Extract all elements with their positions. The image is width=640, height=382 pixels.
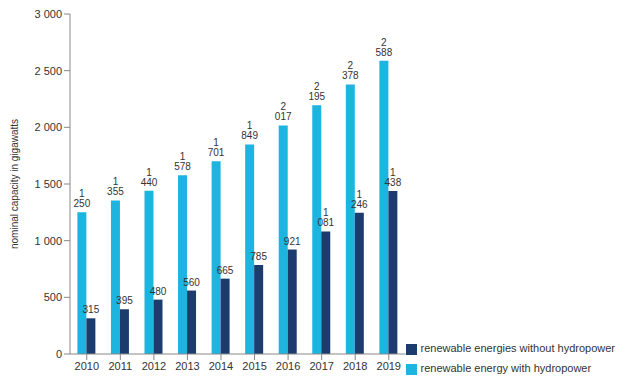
svg-text:2011: 2011 <box>109 360 133 372</box>
svg-text:3 000: 3 000 <box>34 8 62 20</box>
svg-text:2010: 2010 <box>75 360 99 372</box>
svg-text:785: 785 <box>250 251 267 262</box>
svg-text:0: 0 <box>56 348 62 360</box>
svg-text:560: 560 <box>183 277 200 288</box>
svg-text:1081: 1081 <box>317 207 334 228</box>
svg-text:2013: 2013 <box>175 360 199 372</box>
svg-text:1355: 1355 <box>107 176 124 197</box>
svg-text:1701: 1701 <box>208 137 225 158</box>
svg-text:2017: 2017 <box>275 101 292 122</box>
svg-text:2378: 2378 <box>342 60 359 81</box>
svg-text:nominal capacity in gigawatts: nominal capacity in gigawatts <box>9 119 20 249</box>
svg-text:500: 500 <box>44 291 62 303</box>
svg-text:2012: 2012 <box>142 360 166 372</box>
svg-text:1438: 1438 <box>385 167 402 188</box>
svg-text:665: 665 <box>217 265 234 276</box>
svg-text:2015: 2015 <box>242 360 266 372</box>
svg-text:2016: 2016 <box>276 360 300 372</box>
svg-text:2195: 2195 <box>308 81 325 102</box>
svg-text:480: 480 <box>150 286 167 297</box>
html-text:renewable energies without hyd: renewable energies without hydropower <box>420 342 615 354</box>
svg-text:1 000: 1 000 <box>34 235 62 247</box>
svg-text:2014: 2014 <box>209 360 233 372</box>
svg-text:1849: 1849 <box>241 120 258 141</box>
svg-text:2019: 2019 <box>377 360 401 372</box>
svg-text:315: 315 <box>83 304 100 315</box>
svg-text:2017: 2017 <box>309 360 333 372</box>
svg-text:2 000: 2 000 <box>34 121 62 133</box>
svg-text:395: 395 <box>116 295 133 306</box>
svg-text:921: 921 <box>284 236 301 247</box>
svg-text:2018: 2018 <box>343 360 367 372</box>
svg-text:1 500: 1 500 <box>34 178 62 190</box>
svg-text:1578: 1578 <box>174 151 191 172</box>
svg-text:1246: 1246 <box>351 189 368 210</box>
svg-text:2 500: 2 500 <box>34 65 62 77</box>
svg-text:2588: 2588 <box>376 37 393 58</box>
svg-text:1440: 1440 <box>141 167 158 188</box>
svg-text:1250: 1250 <box>74 188 91 209</box>
html-text:renewable energy with hydropow: renewable energy with hydropower <box>420 362 592 374</box>
